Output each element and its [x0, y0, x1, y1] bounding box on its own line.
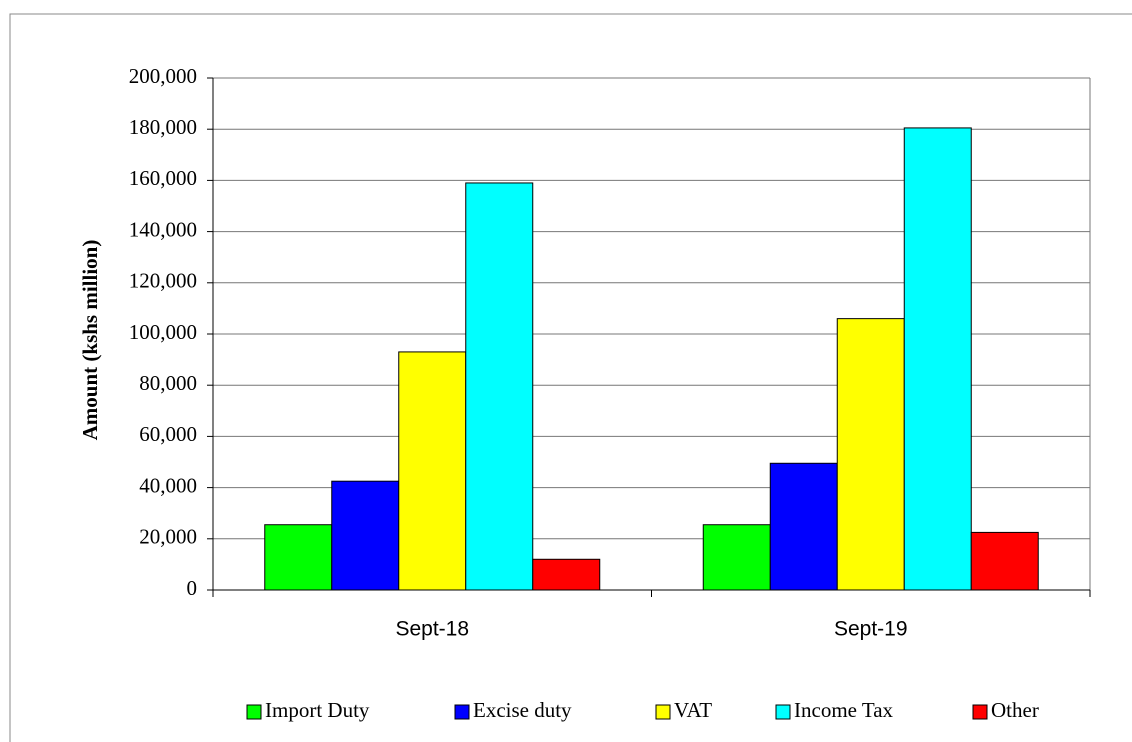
bar [264, 524, 333, 591]
legend-swatch [775, 704, 791, 720]
y-tick-label: 120,000 [129, 269, 197, 293]
legend-label: Other [991, 698, 1039, 722]
y-tick-label: 160,000 [129, 166, 197, 190]
legend-label: Excise duty [473, 698, 572, 722]
y-tick-label: 200,000 [129, 64, 197, 88]
legend-swatch [655, 704, 671, 720]
y-tick-label: 100,000 [129, 320, 197, 344]
legend-label: VAT [674, 698, 712, 722]
y-tick-label: 80,000 [139, 371, 197, 395]
legend-label: Income Tax [794, 698, 894, 722]
legend-swatch [454, 704, 470, 720]
y-tick-label: 140,000 [129, 217, 197, 241]
bar [836, 318, 905, 591]
bar [465, 182, 534, 591]
bar [398, 351, 467, 591]
y-axis-title: Amount (kshs million) [78, 240, 102, 441]
y-tick-label: 40,000 [139, 473, 197, 497]
legend-swatch [246, 704, 262, 720]
x-tick-label: Sept-19 [834, 618, 908, 641]
y-tick-label: 180,000 [129, 115, 197, 139]
x-tick-label: Sept-18 [395, 618, 469, 641]
bar [331, 480, 400, 591]
frame [9, 13, 1132, 742]
legend-swatch [972, 704, 988, 720]
bar [532, 558, 601, 591]
y-tick-label: 60,000 [139, 422, 197, 446]
bar [970, 531, 1039, 591]
bar [903, 127, 972, 591]
y-tick-label: 0 [187, 576, 198, 600]
bar [702, 524, 771, 591]
y-tick-label: 20,000 [139, 525, 197, 549]
legend-label: Import Duty [265, 698, 370, 722]
bar [769, 462, 838, 591]
